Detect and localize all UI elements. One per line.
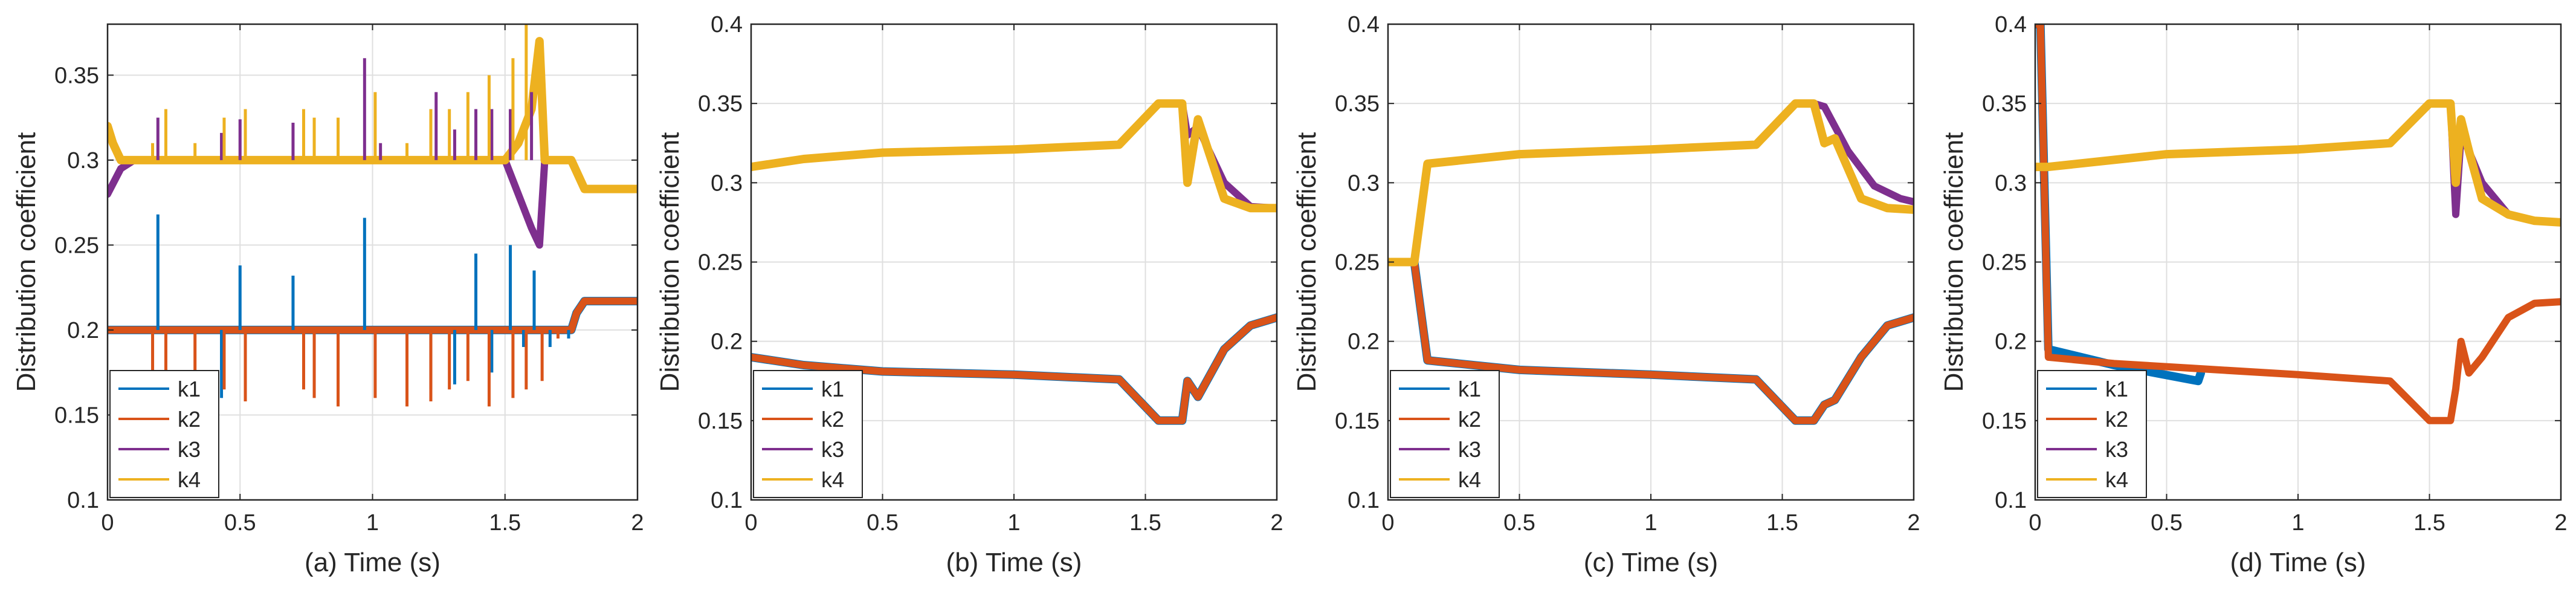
legend-label-k2: k2 <box>1458 407 1481 432</box>
legend-label-k1: k1 <box>1458 377 1481 401</box>
panel-d: 0 0.5 1 1.5 2 0.1 0.15 0.2 0.25 0.3 0.35 0.4 (d) Tim… <box>1939 12 2568 577</box>
legend-label-k2: k2 <box>2105 407 2128 432</box>
legend-label-k2: k2 <box>178 407 201 432</box>
legend-label-k3: k3 <box>821 437 844 462</box>
x-tick-label: 0 <box>101 510 114 536</box>
series-line-k2 <box>1388 258 1914 424</box>
y-tick-label: 0.25 <box>698 250 743 276</box>
x-axis-label: (a) Time (s) <box>305 548 441 577</box>
y-tick-label: 0.35 <box>1335 91 1380 117</box>
panel-c: 0 0.5 1 1.5 2 0.1 0.15 0.2 0.25 0.3 0.35 0.4 (c) Tim… <box>1292 12 1920 577</box>
series-line-k2 <box>2035 24 2561 424</box>
legend-box <box>2037 370 2147 498</box>
y-axis-label: Distribution coefficient <box>655 132 685 392</box>
legend-label-k3: k3 <box>2105 437 2128 462</box>
y-axis-label: Distribution coefficient <box>1939 132 1969 392</box>
legend-label-k3: k3 <box>1458 437 1481 462</box>
x-tick-label: 0 <box>744 510 757 536</box>
y-tick-label: 0.25 <box>1982 250 2027 276</box>
y-tick-label: 0.2 <box>1348 329 1380 355</box>
x-tick-label: 1.5 <box>2413 510 2445 536</box>
y-tick-label: 0.2 <box>67 318 99 343</box>
y-tick-label: 0.1 <box>1995 488 2027 513</box>
x-tick-label: 0.5 <box>224 510 256 536</box>
legend: k1 k2 k3 k4 <box>753 370 863 498</box>
plot-lines <box>751 99 1277 425</box>
x-tick-label: 1.5 <box>1766 510 1798 536</box>
legend: k1 k2 k3 k4 <box>2037 370 2147 498</box>
plot-lines <box>2035 24 2561 424</box>
x-axis-label: (d) Time (s) <box>2230 548 2366 577</box>
y-tick-label: 0.3 <box>67 148 99 173</box>
series-line-k2 <box>751 314 1277 424</box>
x-tick-label: 2 <box>2554 510 2567 536</box>
x-tick-label: 1 <box>2291 510 2304 536</box>
x-tick-label: 0.5 <box>1503 510 1535 536</box>
x-tick-label: 0 <box>2029 510 2041 536</box>
legend-box <box>109 370 219 498</box>
series-line-k2 <box>108 297 638 334</box>
series-line-k4 <box>2035 99 2561 227</box>
plot-lines <box>1388 99 1914 425</box>
legend-label-k4: k4 <box>178 467 201 492</box>
x-tick-label: 2 <box>631 510 644 536</box>
x-tick-label: 1 <box>1007 510 1020 536</box>
x-tick-label: 1.5 <box>489 510 521 536</box>
x-tick-label: 0.5 <box>867 510 899 536</box>
x-tick-label: 2 <box>1907 510 1920 536</box>
y-tick-label: 0.2 <box>1995 329 2027 355</box>
legend-label-k4: k4 <box>1458 467 1481 492</box>
y-tick-label: 0.4 <box>1348 12 1380 37</box>
x-tick-label: 0.5 <box>2151 510 2183 536</box>
y-tick-label: 0.25 <box>1335 250 1380 276</box>
y-tick-label: 0.1 <box>1348 488 1380 513</box>
y-axis-label: Distribution coefficient <box>11 132 41 392</box>
y-tick-label: 0.2 <box>711 329 743 355</box>
y-tick-label: 0.15 <box>698 409 743 434</box>
legend: k1 k2 k3 k4 <box>109 370 219 498</box>
panel-a: 0 0.5 1 1.5 2 0.1 0.15 0.2 0.25 0.3 0.35 (a) Time (… <box>11 23 644 577</box>
y-tick-label: 0.25 <box>54 233 99 258</box>
y-tick-label: 0.35 <box>1982 91 2027 117</box>
x-axis-label: (b) Time (s) <box>946 548 1082 577</box>
y-tick-label: 0.4 <box>711 12 743 37</box>
y-axis-label: Distribution coefficient <box>1292 132 1322 392</box>
y-tick-label: 0.3 <box>1348 170 1380 196</box>
legend-box <box>1390 370 1500 498</box>
legend: k1 k2 k3 k4 <box>1390 370 1500 498</box>
legend-box <box>753 370 863 498</box>
legend-label-k1: k1 <box>2105 377 2128 401</box>
x-tick-label: 0 <box>1381 510 1394 536</box>
x-tick-label: 1.5 <box>1129 510 1161 536</box>
legend-label-k2: k2 <box>821 407 844 432</box>
y-tick-label: 0.35 <box>698 91 743 117</box>
series-line-k4 <box>751 99 1277 213</box>
y-tick-label: 0.1 <box>67 488 99 513</box>
panel-b: 0 0.5 1 1.5 2 0.1 0.15 0.2 0.25 0.3 0.35 0.4 (b) Tim… <box>655 12 1283 577</box>
y-tick-label: 0.3 <box>1995 170 2027 196</box>
x-axis-label: (c) Time (s) <box>1584 548 1718 577</box>
y-tick-label: 0.1 <box>711 488 743 513</box>
y-tick-label: 0.15 <box>1335 409 1380 434</box>
x-tick-label: 2 <box>1270 510 1283 536</box>
legend-label-k4: k4 <box>821 467 844 492</box>
y-tick-label: 0.35 <box>54 63 99 88</box>
legend-label-k1: k1 <box>178 377 201 401</box>
legend-label-k3: k3 <box>178 437 201 462</box>
y-tick-label: 0.15 <box>54 403 99 428</box>
y-tick-label: 0.3 <box>711 170 743 196</box>
x-tick-label: 1 <box>1644 510 1657 536</box>
y-tick-label: 0.4 <box>1995 12 2027 37</box>
x-tick-label: 1 <box>366 510 379 536</box>
legend-label-k4: k4 <box>2105 467 2128 492</box>
series-line-k4 <box>1388 99 1914 267</box>
y-tick-label: 0.15 <box>1982 409 2027 434</box>
plot-lines <box>108 24 638 407</box>
legend-label-k1: k1 <box>821 377 844 401</box>
